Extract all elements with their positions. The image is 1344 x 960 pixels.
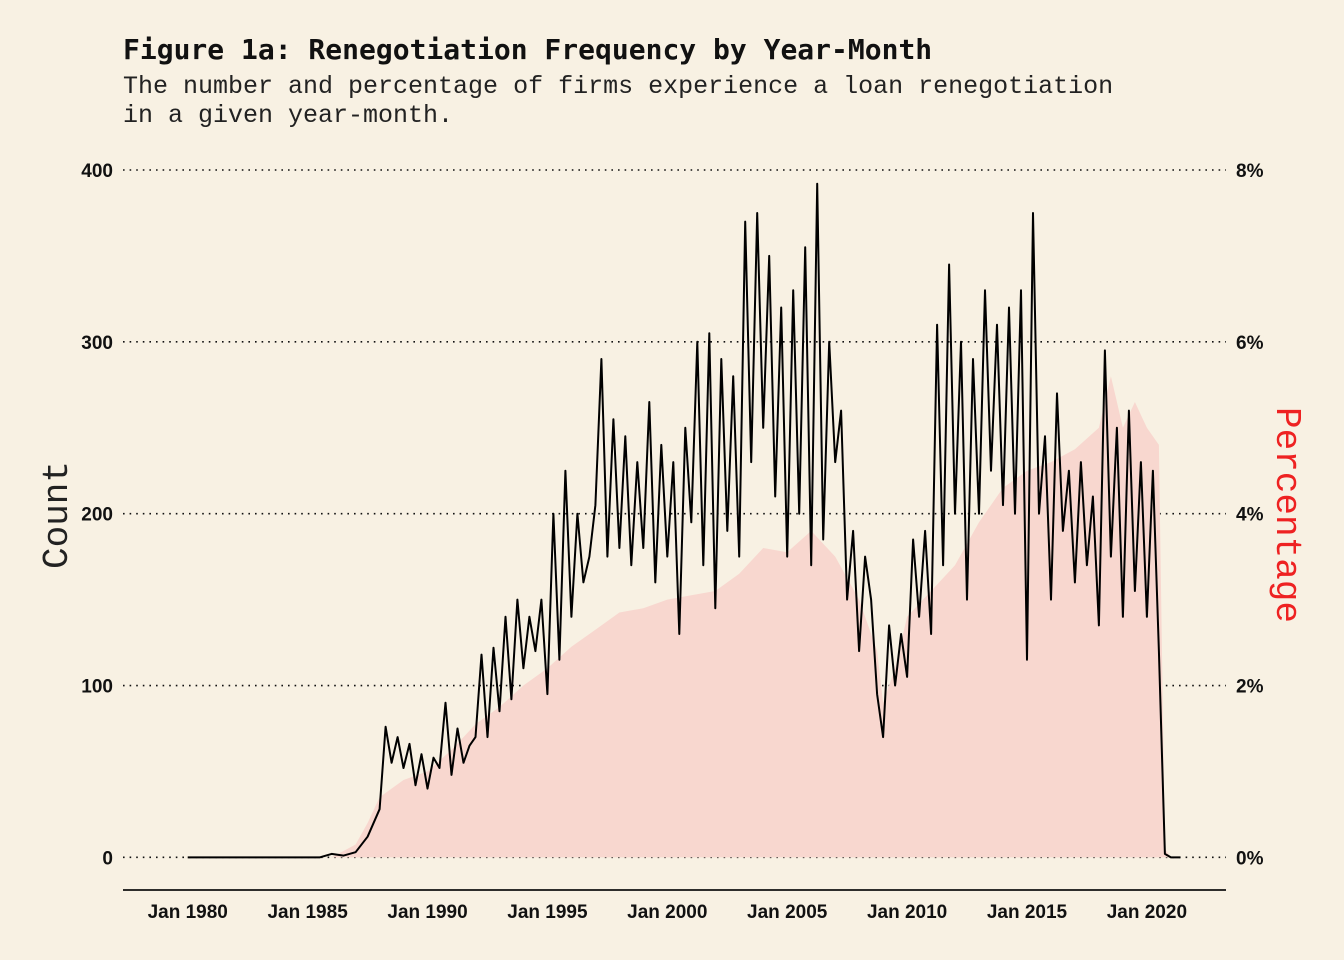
chart-title: Figure 1a: Renegotiation Frequency by Ye… [123, 33, 932, 66]
y-tick-label-right-2: 2% [1236, 677, 1264, 698]
x-tick-label-2015: Jan 2015 [987, 902, 1068, 923]
y-tick-label-right-8: 8% [1236, 161, 1264, 182]
x-tick-label-1990: Jan 1990 [387, 902, 467, 923]
y-tick-label-left-400: 400 [81, 161, 113, 182]
axes: 0 100 200 300 400 0% 2% 4% 6% 8% Jan 1980 Jan 1985 J… [81, 161, 1263, 923]
x-tick-label-1995: Jan 1995 [507, 902, 588, 923]
chart-subtitle-line-1: The number and percentage of firms exper… [123, 72, 1113, 101]
x-tick-label-1980: Jan 1980 [148, 902, 228, 923]
x-tick-label-2005: Jan 2005 [747, 902, 828, 923]
y-tick-label-right-6: 6% [1236, 333, 1264, 354]
y-tick-label-left-0: 0 [102, 848, 113, 869]
y-tick-label-left-300: 300 [81, 333, 113, 354]
x-tick-label-2000: Jan 2000 [627, 902, 707, 923]
count-line [187, 182, 1181, 859]
chart-subtitle-line-2: in a given year-month. [123, 101, 453, 130]
x-tick-label-1985: Jan 1985 [267, 902, 348, 923]
percentage-area [187, 376, 1181, 858]
count-line-layer [187, 182, 1181, 859]
y-tick-label-right-4: 4% [1236, 505, 1264, 526]
y-tick-label-left-200: 200 [81, 505, 113, 526]
x-tick-label-2010: Jan 2010 [867, 902, 947, 923]
y-tick-label-left-100: 100 [81, 677, 113, 698]
y-axis-title-left: Count [37, 461, 78, 569]
y-axis-title-right: Percentage [1266, 407, 1307, 623]
x-tick-label-2020: Jan 2020 [1107, 902, 1187, 923]
percentage-area-layer [187, 376, 1181, 858]
y-tick-label-right-0: 0% [1236, 848, 1264, 869]
